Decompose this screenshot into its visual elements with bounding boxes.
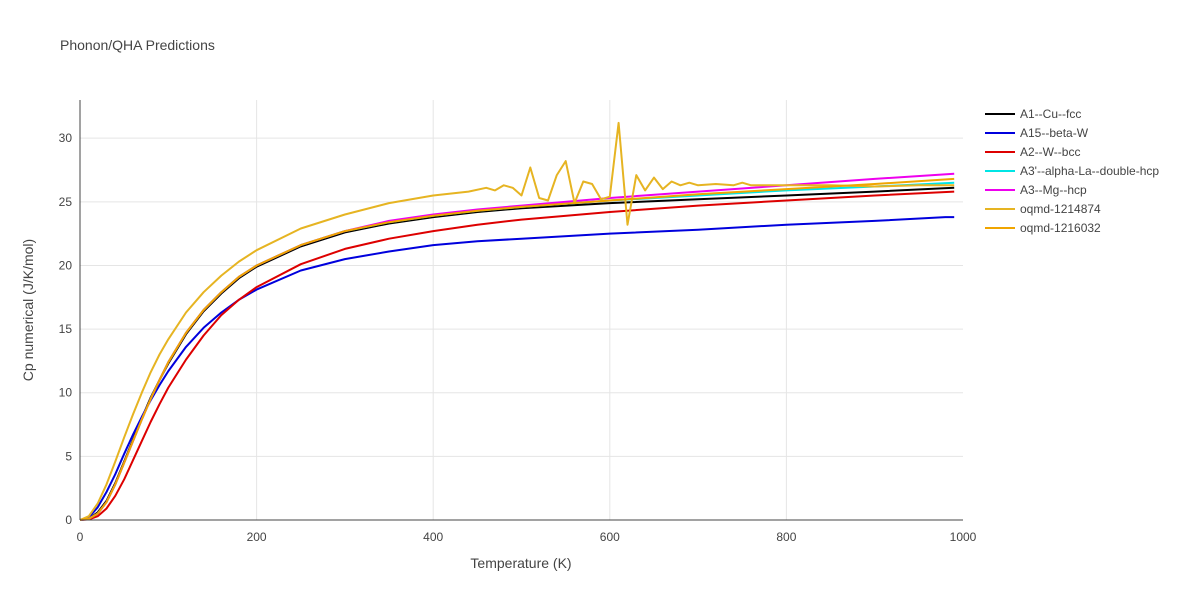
- legend-label: oqmd-1216032: [1020, 221, 1101, 235]
- legend-item[interactable]: oqmd-1214874: [985, 202, 1101, 216]
- series-line-1: [79, 216, 955, 521]
- y-tick-label: 20: [59, 258, 73, 272]
- legend-item[interactable]: oqmd-1216032: [985, 221, 1101, 235]
- x-axis-title: Temperature (K): [470, 555, 571, 571]
- legend-item[interactable]: A2--W--bcc: [985, 145, 1080, 159]
- legend[interactable]: A1--Cu--fcc A15--beta-W A2--W--bcc A3'--alp…: [985, 107, 1159, 235]
- legend-label: A3--Mg--hcp: [1020, 183, 1087, 197]
- y-tick-label: 0: [65, 513, 72, 527]
- legend-label: A15--beta-W: [1020, 126, 1089, 140]
- y-axis-title: Cp numerical (J/K/mol): [20, 239, 36, 381]
- x-tick-label: 400: [423, 530, 443, 544]
- x-tick-label: 0: [77, 530, 84, 544]
- grid: [80, 100, 963, 520]
- series-line-4: [79, 172, 955, 521]
- legend-item[interactable]: A3--Mg--hcp: [985, 183, 1087, 197]
- legend-label: A3'--alpha-La--double-hcp: [1020, 164, 1159, 178]
- series-line-3: [79, 181, 955, 521]
- y-tick-label: 30: [59, 131, 73, 145]
- series-line-2: [79, 190, 955, 521]
- series-line-5: [79, 121, 955, 521]
- x-tick-label: 200: [247, 530, 267, 544]
- legend-item[interactable]: A3'--alpha-La--double-hcp: [985, 164, 1159, 178]
- series-lines: [79, 121, 955, 521]
- series-line-6: [79, 177, 955, 521]
- y-tick-label: 10: [59, 386, 73, 400]
- x-tick-label: 800: [776, 530, 796, 544]
- x-tick-label: 1000: [950, 530, 977, 544]
- series-line-0: [79, 186, 955, 521]
- legend-label: A1--Cu--fcc: [1020, 107, 1081, 121]
- legend-item[interactable]: A1--Cu--fcc: [985, 107, 1081, 121]
- legend-label: A2--W--bcc: [1020, 145, 1080, 159]
- y-tick-label: 15: [59, 322, 73, 336]
- x-tick-label: 600: [600, 530, 620, 544]
- axes: 0 200 400 600 800 1000 0 5 10 15 20 25 30: [59, 100, 977, 544]
- y-tick-label: 25: [59, 195, 73, 209]
- chart-title: Phonon/QHA Predictions: [60, 37, 215, 53]
- legend-item[interactable]: A15--beta-W: [985, 126, 1089, 140]
- y-tick-label: 5: [65, 449, 72, 463]
- legend-label: oqmd-1214874: [1020, 202, 1101, 216]
